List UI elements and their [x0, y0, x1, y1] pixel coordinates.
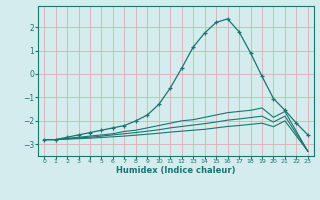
- X-axis label: Humidex (Indice chaleur): Humidex (Indice chaleur): [116, 166, 236, 175]
